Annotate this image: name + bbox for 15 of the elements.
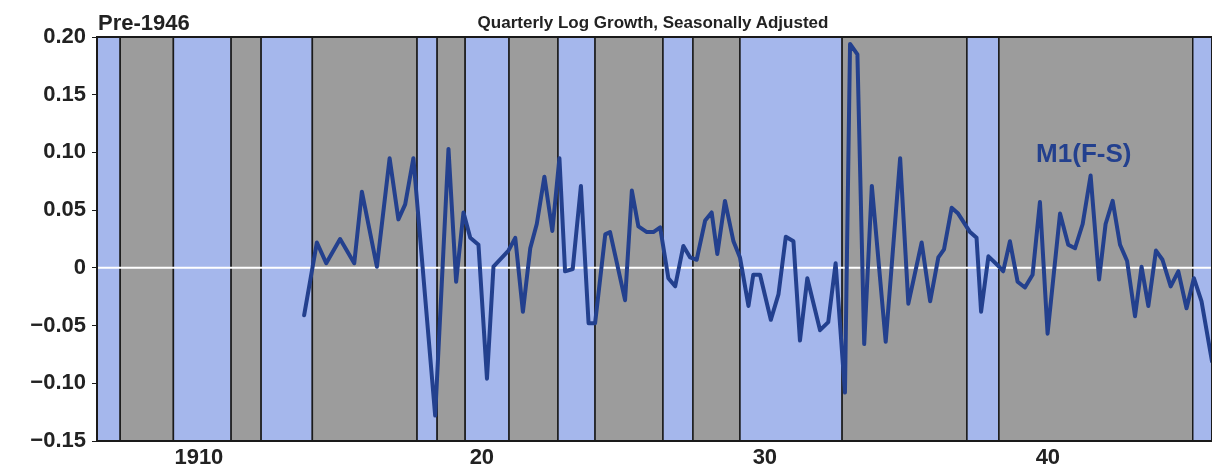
chart-title: Quarterly Log Growth, Seasonally Adjusted [477, 13, 829, 32]
x-tick-label: 40 [1035, 444, 1061, 470]
chart-subtitle: Pre-1946 [98, 10, 190, 35]
y-tick-label: 0.05 [43, 196, 86, 222]
y-tick-label: 0.15 [43, 80, 86, 106]
y-tick-label: −0.10 [30, 369, 86, 395]
x-tick-label: 1910 [174, 444, 224, 470]
y-tick-label: 0.20 [43, 23, 86, 49]
y-tick-label: 0 [73, 253, 86, 279]
y-tick-label: 0.10 [43, 138, 86, 164]
x-tick-label: 20 [469, 444, 495, 470]
series-label: M1(F-S) [1036, 138, 1132, 169]
x-tick-label: 30 [752, 444, 778, 470]
y-tick-label: −0.05 [30, 311, 86, 337]
y-tick-label: −0.15 [30, 427, 86, 453]
